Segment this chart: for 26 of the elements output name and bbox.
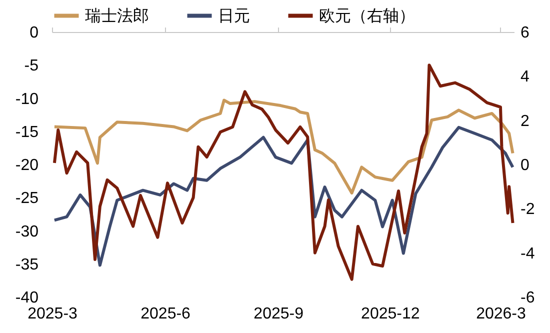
y-tick-label: -25: [15, 190, 39, 208]
y-tick-label: 0: [30, 24, 39, 42]
y-tick-label: -30: [15, 223, 39, 240]
y2-tick-label: 0: [520, 157, 530, 174]
y2-tick-label: 6: [520, 24, 530, 42]
x-tick-label: 2025-6: [140, 306, 191, 322]
y2-tick-label: 4: [520, 68, 530, 86]
legend-label: 日元: [218, 8, 250, 25]
y2-tick-label: 2: [520, 112, 530, 130]
y-tick-label: -5: [24, 58, 39, 75]
x-tick-label: 2025-9: [254, 306, 304, 322]
y2-tick-label: -6: [520, 290, 535, 306]
line-series: [52, 64, 514, 281]
legend-label: 瑞士法郎: [85, 6, 149, 25]
y-tick-label: -35: [15, 256, 39, 274]
legend-label: 欧元（右轴）: [319, 6, 415, 25]
y-tick-label: -10: [15, 90, 39, 108]
x-tick-label: 2025-12: [361, 306, 420, 322]
y2-tick-label: -4: [520, 245, 535, 262]
y-tick-label: -20: [15, 157, 39, 174]
y2-tick-label: -2: [520, 201, 535, 218]
line-series: [52, 98, 514, 194]
y-tick-label: -40: [15, 290, 39, 306]
y-tick-label: -15: [15, 124, 39, 141]
x-tick-label: 2026-3: [476, 306, 526, 322]
x-tick-label: 2025-3: [28, 306, 78, 322]
